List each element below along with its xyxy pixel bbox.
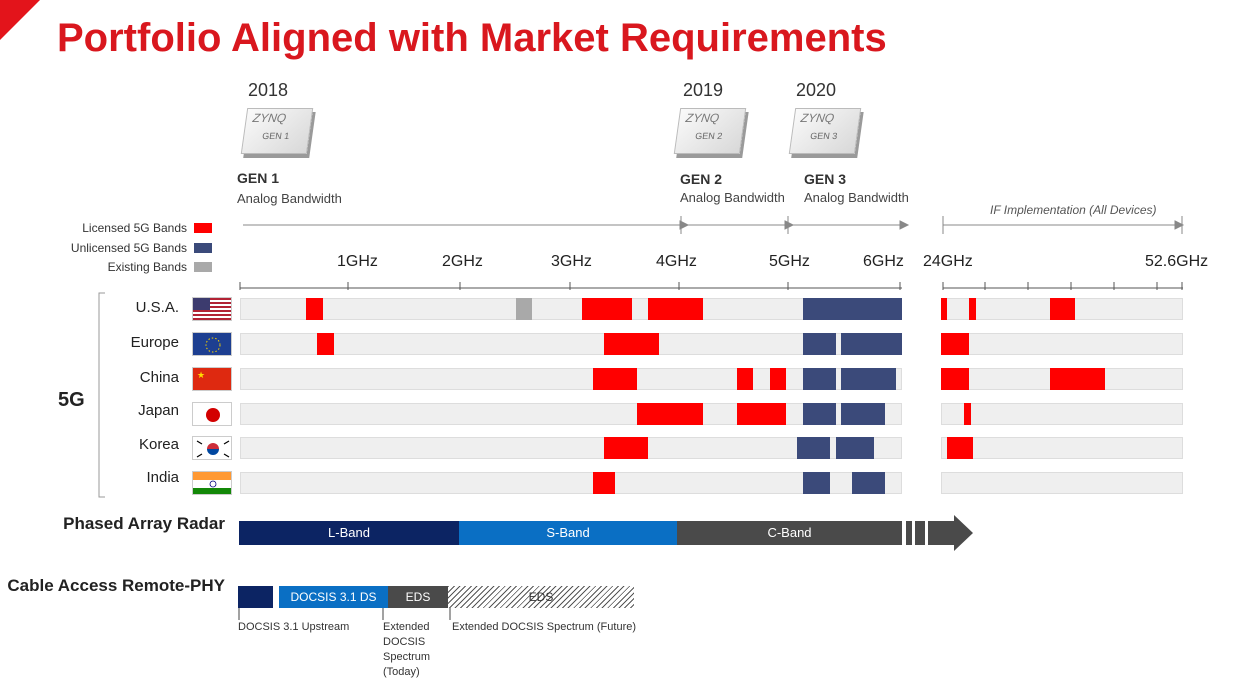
licensed-mmwave-band	[941, 298, 947, 320]
licensed-mmwave-band	[1049, 298, 1076, 320]
country-usa: U.S.A.	[135, 299, 179, 316]
unlicensed-band	[841, 403, 886, 425]
licensed-band	[306, 298, 323, 320]
sub6-track	[240, 472, 902, 494]
phased-array-label: Phased Array Radar	[63, 514, 225, 533]
docsis-ds-segment: DOCSIS 3.1 DS	[279, 586, 388, 608]
kr-flag-icon	[192, 436, 232, 460]
unlicensed-band	[841, 333, 902, 355]
licensed-band	[736, 403, 787, 425]
jp-flag-icon	[192, 402, 232, 426]
s-band-bar: S-Band	[459, 521, 677, 545]
unlicensed-band	[802, 472, 831, 494]
licensed-band	[593, 472, 616, 494]
us-flag-icon	[192, 297, 232, 321]
legend-licensed-swatch	[194, 223, 212, 233]
licensed-band	[637, 403, 704, 425]
docsis-upstream-segment	[238, 586, 273, 608]
tick-5ghz: 5GHz	[769, 253, 810, 270]
tick-2ghz: 2GHz	[442, 253, 483, 270]
licensed-band	[769, 368, 787, 390]
sub6-track	[240, 437, 902, 459]
c-band-bar: C-Band	[677, 521, 902, 545]
tick-6ghz: 6GHz	[863, 253, 904, 270]
licensed-mmwave-band	[941, 333, 969, 355]
unlicensed-band	[802, 368, 836, 390]
country-japan: Japan	[138, 402, 179, 419]
eds-future-segment: EDS	[448, 586, 634, 608]
legend-licensed-label: Licensed 5G Bands	[82, 221, 187, 235]
gen1-label: GEN 1	[237, 170, 280, 186]
l-band-bar: L-Band	[239, 521, 459, 545]
5g-bracket	[98, 292, 105, 498]
eu-flag-icon	[192, 332, 232, 356]
corner-accent	[0, 0, 40, 40]
licensed-mmwave-band	[1049, 368, 1106, 390]
gen1-desc: Analog Bandwidth	[237, 191, 342, 206]
cable-access-label: Cable Access Remote-PHY	[7, 576, 225, 595]
licensed-band	[604, 437, 649, 459]
tick-24ghz: 24GHz	[923, 253, 973, 270]
gen2-desc: Analog Bandwidth	[680, 190, 785, 205]
gen3-label: GEN 3	[804, 171, 847, 187]
country-china: China	[139, 369, 179, 386]
svg-text:★: ★	[197, 370, 205, 380]
gen2-label: GEN 2	[680, 171, 723, 187]
licensed-band	[582, 298, 632, 320]
existing-band	[515, 298, 533, 320]
gen1-year: 2018	[248, 80, 289, 100]
licensed-mmwave-band	[968, 298, 976, 320]
legend-unlicensed-label: Unlicensed 5G Bands	[70, 241, 187, 255]
unlicensed-band	[802, 333, 836, 355]
licensed-band	[604, 333, 660, 355]
mmwave-track	[941, 437, 1183, 459]
legend-existing-label: Existing Bands	[107, 260, 187, 274]
in-flag-icon	[192, 471, 232, 495]
tick-52-6ghz: 52.6GHz	[1145, 253, 1209, 270]
radar-extension-arrow	[906, 515, 973, 551]
tick-4ghz: 4GHz	[656, 253, 697, 270]
tick-3ghz: 3GHz	[551, 253, 592, 270]
licensed-band	[736, 368, 754, 390]
eds-today-segment: EDS	[388, 586, 448, 608]
gen3-desc: Analog Bandwidth	[804, 190, 909, 205]
note-eds-today: Extended DOCSIS Spectrum (Today)	[383, 621, 431, 678]
licensed-band	[593, 368, 638, 390]
licensed-mmwave-band	[941, 368, 969, 390]
legend-unlicensed-swatch	[194, 243, 212, 253]
gen2-year: 2019	[683, 80, 724, 100]
gen3-year: 2020	[796, 80, 837, 100]
if-implementation-label: IF Implementation (All Devices)	[990, 203, 1157, 217]
unlicensed-band	[802, 298, 902, 320]
mmwave-track	[941, 403, 1183, 425]
cn-flag-icon: ★	[192, 367, 232, 391]
licensed-mmwave-band	[947, 437, 973, 459]
unlicensed-band	[835, 437, 875, 459]
licensed-mmwave-band	[964, 403, 972, 425]
page-title: Portfolio Aligned with Market Requiremen…	[57, 16, 887, 60]
unlicensed-band	[841, 368, 897, 390]
country-korea: Korea	[138, 436, 179, 453]
note-eds-future: Extended DOCSIS Spectrum (Future)	[452, 621, 637, 633]
unlicensed-band	[797, 437, 831, 459]
unlicensed-band	[802, 403, 836, 425]
country-europe: Europe	[130, 334, 179, 351]
unlicensed-band	[852, 472, 886, 494]
legend-existing-swatch	[194, 262, 212, 272]
licensed-band	[317, 333, 334, 355]
note-docsis-upstream: DOCSIS 3.1 Upstream	[238, 621, 350, 633]
licensed-band	[648, 298, 704, 320]
5g-label: 5G	[58, 389, 85, 411]
tick-1ghz: 1GHz	[337, 253, 378, 270]
mmwave-track	[941, 472, 1183, 494]
country-india: India	[146, 469, 179, 486]
